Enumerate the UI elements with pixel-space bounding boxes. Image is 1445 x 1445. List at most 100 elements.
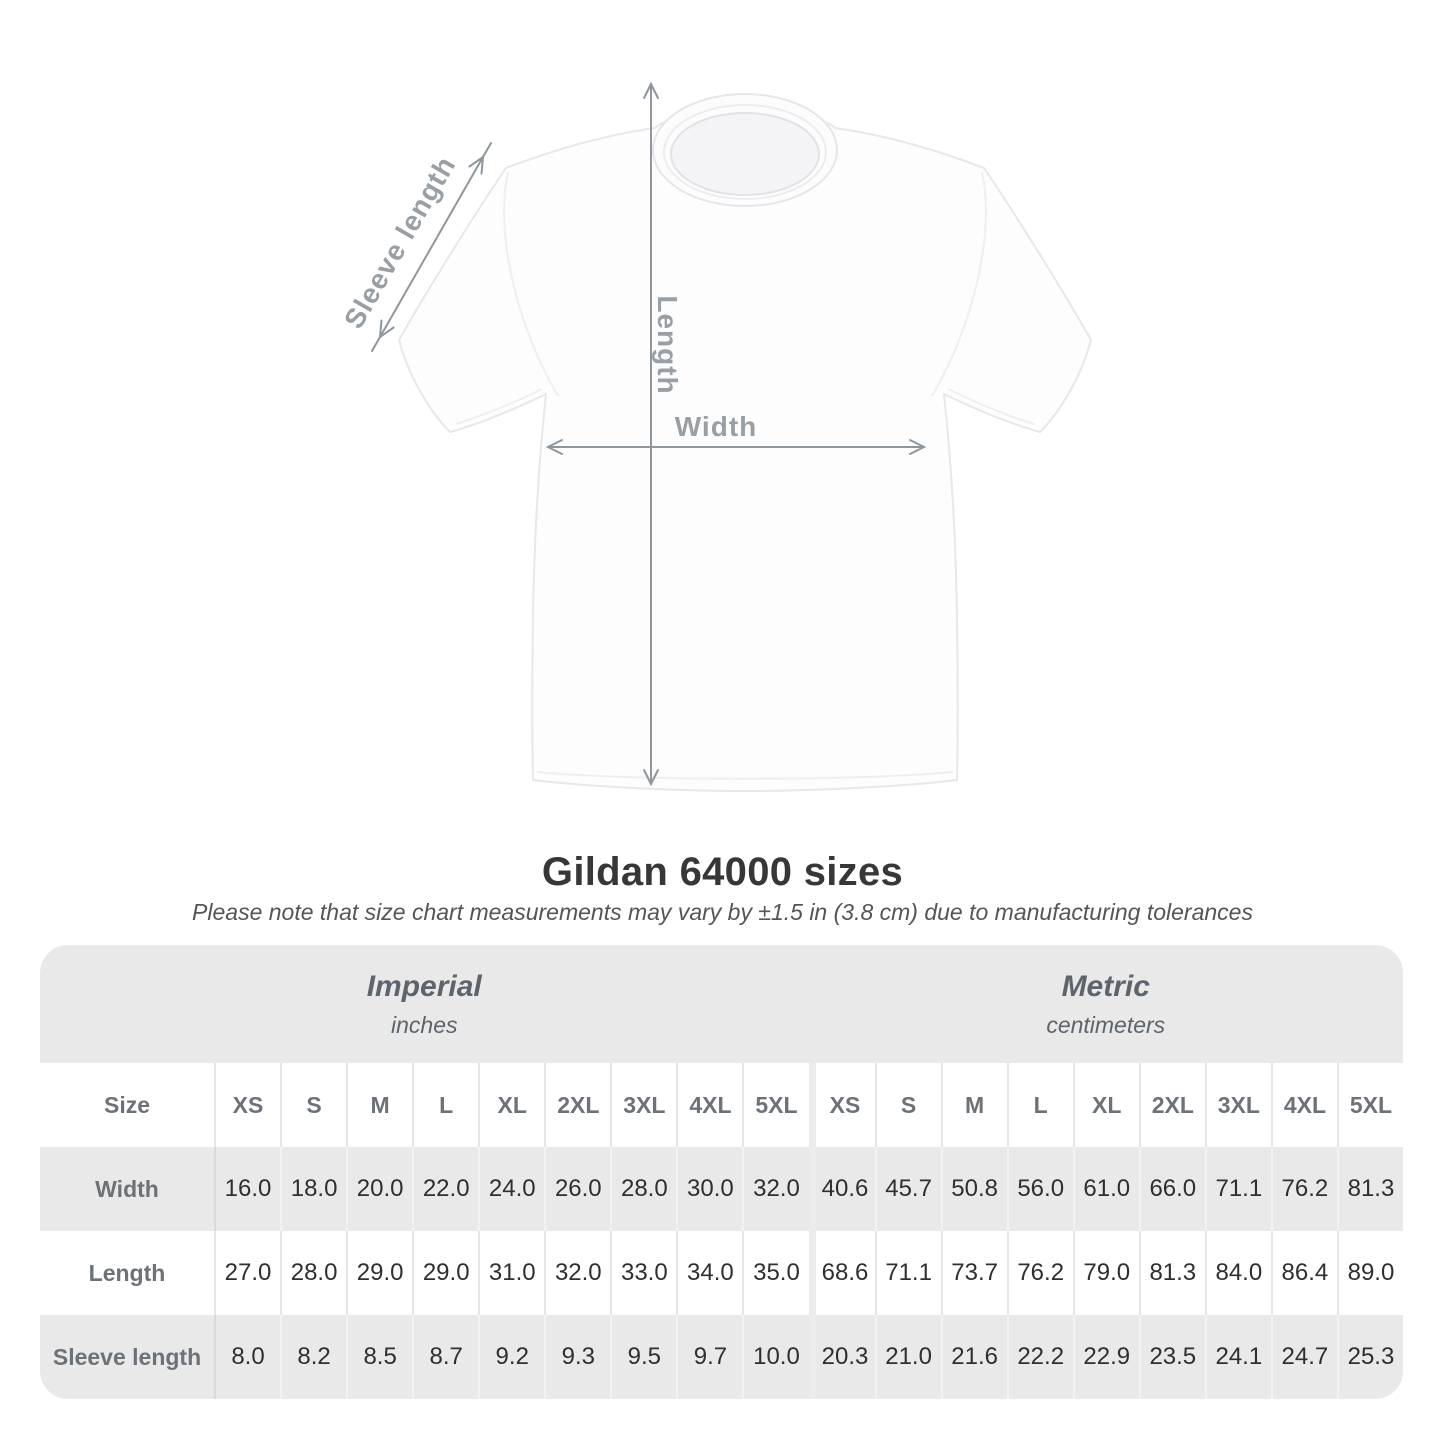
table-cell-imperial: 24.0 [478, 1147, 545, 1231]
tshirt-graphic [398, 93, 1092, 792]
table-cell-metric: 86.4 [1270, 1231, 1337, 1315]
table-cell-imperial: 30.0 [676, 1147, 743, 1231]
metric-title: Metric [1061, 969, 1150, 1003]
row-label: Width [40, 1147, 214, 1231]
size-column-label: Size [40, 1063, 214, 1147]
size-header-metric: 4XL [1270, 1063, 1337, 1147]
table-cell-metric: 21.0 [874, 1315, 941, 1399]
table-cell-metric: 81.3 [1336, 1147, 1403, 1231]
size-header-metric: 2XL [1138, 1063, 1205, 1147]
table-cell-imperial: 20.0 [346, 1147, 413, 1231]
table-cell-imperial: 9.5 [610, 1315, 677, 1399]
tshirt-body [398, 110, 1092, 792]
size-header-metric: 3XL [1204, 1063, 1271, 1147]
size-header-imperial: L [412, 1063, 479, 1147]
table-cell-metric: 66.0 [1138, 1147, 1205, 1231]
sleeve-arrow [371, 142, 492, 352]
metric-section-header: Metric centimeters [808, 945, 1403, 1063]
table-cell-metric: 79.0 [1072, 1231, 1139, 1315]
table-cell-imperial: 8.2 [280, 1315, 347, 1399]
page-title: Gildan 64000 sizes [541, 850, 904, 894]
table-cell-metric: 22.9 [1072, 1315, 1139, 1399]
row-label: Sleeve length [40, 1315, 214, 1399]
table-cell-imperial: 16.0 [214, 1147, 281, 1231]
tshirt-diagram: Sleeve length Length Width [338, 81, 1092, 792]
table-cell-imperial: 31.0 [478, 1231, 545, 1315]
table-cell-imperial: 8.0 [214, 1315, 281, 1399]
table-cell-imperial: 32.0 [544, 1231, 611, 1315]
metric-unit: centimeters [1046, 1011, 1166, 1038]
table-cell-imperial: 18.0 [280, 1147, 347, 1231]
size-header-imperial: XS [214, 1063, 281, 1147]
size-header-metric: XL [1072, 1063, 1139, 1147]
page-subtitle: Please note that size chart measurements… [192, 899, 1253, 925]
left-armhole-seam [503, 171, 559, 397]
table-cell-imperial: 9.2 [478, 1315, 545, 1399]
table-cell-metric: 23.5 [1138, 1315, 1205, 1399]
table-cell-imperial: 22.0 [412, 1147, 479, 1231]
table-cell-imperial: 8.5 [346, 1315, 413, 1399]
size-header-imperial: M [346, 1063, 413, 1147]
table-cell-imperial: 9.3 [544, 1315, 611, 1399]
size-header-imperial: 2XL [544, 1063, 611, 1147]
width-arrow [545, 439, 927, 455]
table-cell-imperial: 27.0 [214, 1231, 281, 1315]
measurement-arrows [371, 81, 927, 787]
size-header-imperial: 5XL [742, 1063, 809, 1147]
table-cell-metric: 56.0 [1006, 1147, 1073, 1231]
table-cell-metric: 22.2 [1006, 1315, 1073, 1399]
table-cell-metric: 25.3 [1336, 1315, 1403, 1399]
size-header-imperial: 3XL [610, 1063, 677, 1147]
table-cell-imperial: 10.0 [742, 1315, 809, 1399]
table-cell-imperial: 34.0 [676, 1231, 743, 1315]
table-cell-imperial: 29.0 [412, 1231, 479, 1315]
table-cell-imperial: 29.0 [346, 1231, 413, 1315]
table-cell-imperial: 33.0 [610, 1231, 677, 1315]
size-header-imperial: 4XL [676, 1063, 743, 1147]
table-cell-metric: 20.3 [808, 1315, 875, 1399]
table-cell-imperial: 28.0 [280, 1231, 347, 1315]
table-cell-metric: 89.0 [1336, 1231, 1403, 1315]
size-header-metric: XS [808, 1063, 875, 1147]
table-cell-metric: 84.0 [1204, 1231, 1271, 1315]
table-cell-metric: 21.6 [940, 1315, 1007, 1399]
table-cell-metric: 68.6 [808, 1231, 875, 1315]
right-cuff-hem [947, 388, 1035, 425]
table-cell-imperial: 8.7 [412, 1315, 479, 1399]
table-cell-metric: 45.7 [874, 1147, 941, 1231]
table-cell-metric: 50.8 [940, 1147, 1007, 1231]
imperial-title: Imperial [366, 969, 482, 1003]
size-table: Imperial inches Metric centimeters Size X… [40, 945, 1403, 1399]
bottom-hem [536, 771, 954, 780]
table-cell-metric: 76.2 [1270, 1147, 1337, 1231]
table-cell-imperial: 32.0 [742, 1147, 809, 1231]
width-label: Width [675, 411, 758, 442]
table-cell-imperial: 28.0 [610, 1147, 677, 1231]
table-cell-metric: 24.7 [1270, 1315, 1337, 1399]
row-label: Length [40, 1231, 214, 1315]
table-cell-imperial: 35.0 [742, 1231, 809, 1315]
collar-rib-seam [663, 104, 827, 200]
collar-inner [670, 112, 820, 196]
table-cell-metric: 76.2 [1006, 1231, 1073, 1315]
right-armhole-seam [931, 171, 987, 397]
size-header-imperial: XL [478, 1063, 545, 1147]
table-cell-imperial: 9.7 [676, 1315, 743, 1399]
table-cell-metric: 40.6 [808, 1147, 875, 1231]
table-cell-metric: 61.0 [1072, 1147, 1139, 1231]
table-cell-metric: 71.1 [1204, 1147, 1271, 1231]
length-arrow [643, 81, 659, 787]
size-header-metric: S [874, 1063, 941, 1147]
size-header-metric: 5XL [1336, 1063, 1403, 1147]
table-cell-metric: 73.7 [940, 1231, 1007, 1315]
imperial-section-header: Imperial inches [40, 945, 809, 1063]
size-header-metric: L [1006, 1063, 1073, 1147]
imperial-unit: inches [391, 1011, 458, 1038]
size-header-imperial: S [280, 1063, 347, 1147]
left-cuff-hem [455, 388, 543, 425]
length-label: Length [652, 295, 683, 394]
table-cell-imperial: 26.0 [544, 1147, 611, 1231]
table-cell-metric: 24.1 [1204, 1315, 1271, 1399]
table-cell-metric: 71.1 [874, 1231, 941, 1315]
table-cell-metric: 81.3 [1138, 1231, 1205, 1315]
